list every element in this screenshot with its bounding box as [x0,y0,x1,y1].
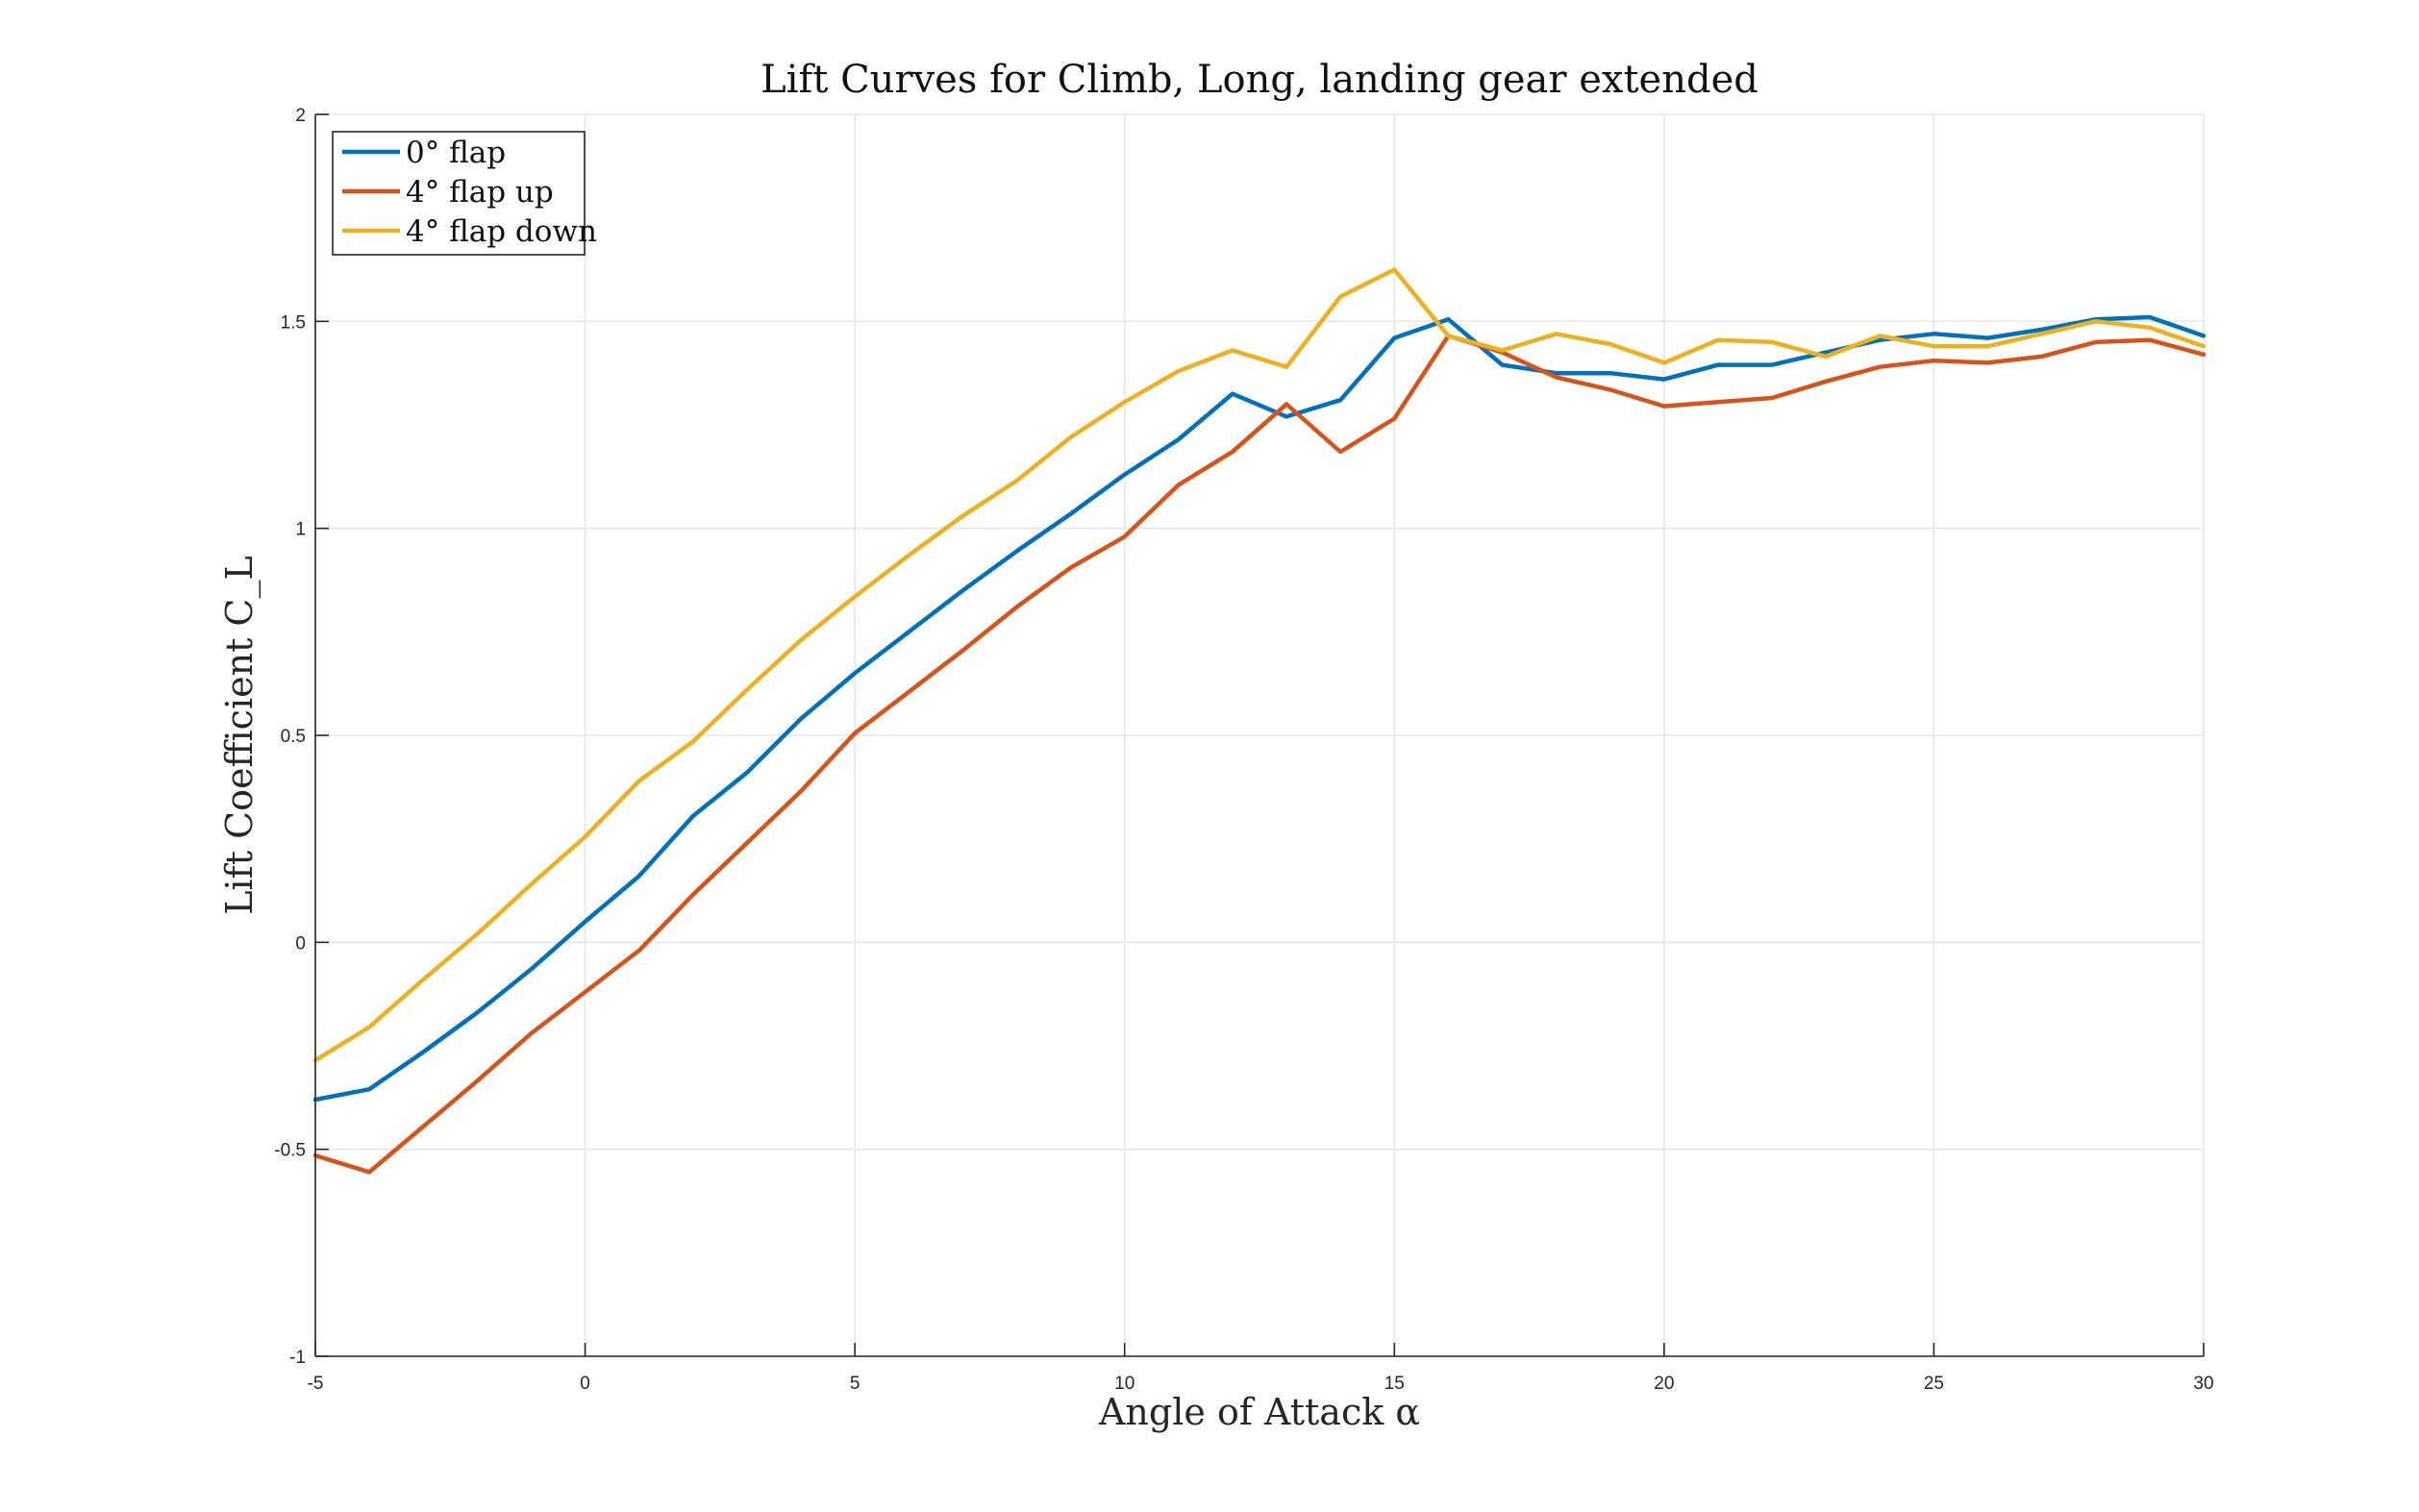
chart-title: Lift Curves for Climb, Long, landing gea… [761,58,1758,102]
x-tick-label: 15 [1384,1374,1405,1394]
data-series [312,267,2207,1175]
grid [314,113,2205,1357]
x-tick-label: 25 [1924,1374,1944,1394]
y-tick-label: 0 [295,933,306,954]
axes [314,113,2205,1357]
x-tick-label: 0 [580,1374,590,1394]
y-tick-label: -0.5 [274,1141,306,1161]
x-tick-label: 5 [850,1374,860,1394]
tick-labels: -5 0 5 10 15 20 25 30 -1 -0.5 0 0.5 1 1.5 2 [274,106,2213,1394]
x-axis-label: Angle of Attack α [1098,1391,1420,1433]
y-tick-label: 1.5 [281,312,306,333]
legend-label-series-3: 4° flap down [406,214,597,249]
x-tick-label: 20 [1654,1374,1674,1394]
legend-label-series-2: 4° flap up [406,175,554,210]
legend-label-series-1: 0° flap [406,136,506,170]
y-axis-label: Lift Coefficient C_L [218,556,262,914]
series-line-3 [312,267,2207,1063]
y-tick-label: -1 [289,1348,306,1368]
y-tick-label: 0.5 [281,727,306,747]
x-tick-label: -5 [308,1374,324,1394]
x-tick-label: 10 [1114,1374,1135,1394]
y-tick-label: 1 [295,520,306,540]
series-line-2 [312,334,2207,1175]
y-tick-label: 2 [295,106,306,126]
x-tick-label: 30 [2193,1374,2213,1394]
legend: 0° flap 4° flap up 4° flap down [332,131,597,256]
